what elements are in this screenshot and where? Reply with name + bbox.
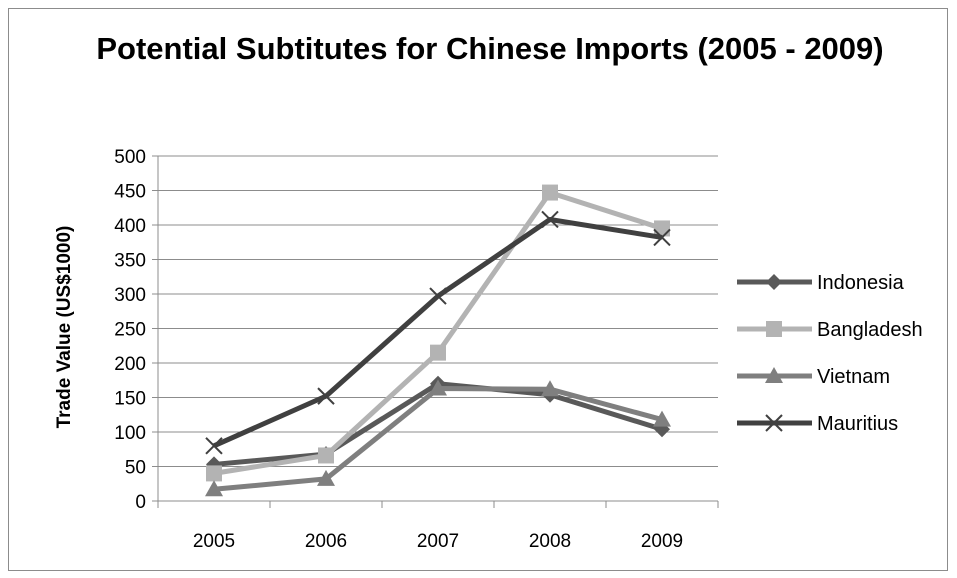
data-point bbox=[205, 437, 223, 455]
x-tick-label: 2008 bbox=[529, 531, 571, 552]
y-tick-label: 400 bbox=[114, 216, 146, 237]
series-line bbox=[213, 386, 663, 492]
y-tick-label: 300 bbox=[114, 285, 146, 306]
y-tick-labels: 0 50 100 150 200 250 300 350 400 450 500 bbox=[114, 147, 146, 513]
legend-item-mauritius: Mauritius bbox=[737, 413, 898, 435]
series-vietnam bbox=[205, 379, 671, 497]
y-tick-label: 150 bbox=[114, 389, 146, 410]
data-point bbox=[653, 228, 671, 247]
marker-stroke bbox=[317, 387, 335, 405]
data-point bbox=[653, 410, 671, 427]
legend-item-bangladesh: Bangladesh bbox=[737, 319, 923, 341]
series-line bbox=[213, 381, 663, 467]
data-point bbox=[429, 379, 447, 396]
data-point bbox=[317, 469, 335, 486]
series-mauritius bbox=[205, 210, 671, 455]
axes bbox=[152, 155, 719, 508]
y-tick-label: 50 bbox=[125, 458, 146, 479]
y-tick-label: 500 bbox=[114, 147, 146, 168]
x-tick-label: 2005 bbox=[193, 531, 235, 552]
data-point bbox=[205, 480, 223, 497]
legend-label: Mauritius bbox=[817, 413, 898, 435]
series-line bbox=[212, 216, 663, 449]
legend-marker bbox=[765, 367, 783, 383]
x-tick-label: 2006 bbox=[305, 531, 347, 552]
legend-marker bbox=[765, 414, 783, 432]
y-tick-label: 450 bbox=[114, 182, 146, 203]
chart-title: Potential Subtitutes for Chinese Imports… bbox=[96, 31, 884, 66]
legend-item-indonesia: Indonesia bbox=[737, 272, 905, 294]
data-point bbox=[318, 447, 334, 464]
x-tick-labels: 2005 2006 2007 2008 2009 bbox=[193, 531, 683, 552]
data-point bbox=[541, 210, 559, 229]
marker-stroke bbox=[541, 210, 559, 229]
legend-item-vietnam: Vietnam bbox=[737, 366, 890, 388]
data-point bbox=[541, 380, 559, 397]
x-tick-label: 2007 bbox=[417, 531, 459, 552]
legend-marker bbox=[766, 321, 782, 337]
series-lines bbox=[205, 184, 671, 497]
marker-stroke bbox=[653, 228, 671, 247]
chart-frame bbox=[8, 8, 948, 571]
series-bangladesh bbox=[206, 184, 670, 482]
data-point bbox=[542, 184, 558, 201]
x-tick-label: 2009 bbox=[641, 531, 683, 552]
series-line bbox=[213, 190, 663, 476]
legend-label: Vietnam bbox=[817, 366, 890, 388]
y-axis-label: Trade Value (US$1000) bbox=[54, 226, 75, 429]
data-point bbox=[430, 344, 446, 361]
legend-marker bbox=[766, 274, 782, 290]
marker-stroke bbox=[765, 414, 783, 432]
y-tick-label: 200 bbox=[114, 354, 146, 375]
legend-label: Indonesia bbox=[817, 272, 905, 294]
y-tick-label: 0 bbox=[135, 492, 146, 513]
data-point bbox=[206, 465, 222, 482]
legend: Indonesia Bangladesh Vietnam Mauritius bbox=[737, 272, 923, 435]
legend-label: Bangladesh bbox=[817, 319, 923, 341]
data-point bbox=[429, 287, 447, 305]
y-tick-label: 250 bbox=[114, 320, 146, 341]
y-tick-label: 350 bbox=[114, 251, 146, 272]
marker-stroke bbox=[205, 437, 223, 455]
y-tick-label: 100 bbox=[114, 423, 146, 444]
marker-stroke bbox=[429, 287, 447, 305]
data-point bbox=[317, 387, 335, 405]
